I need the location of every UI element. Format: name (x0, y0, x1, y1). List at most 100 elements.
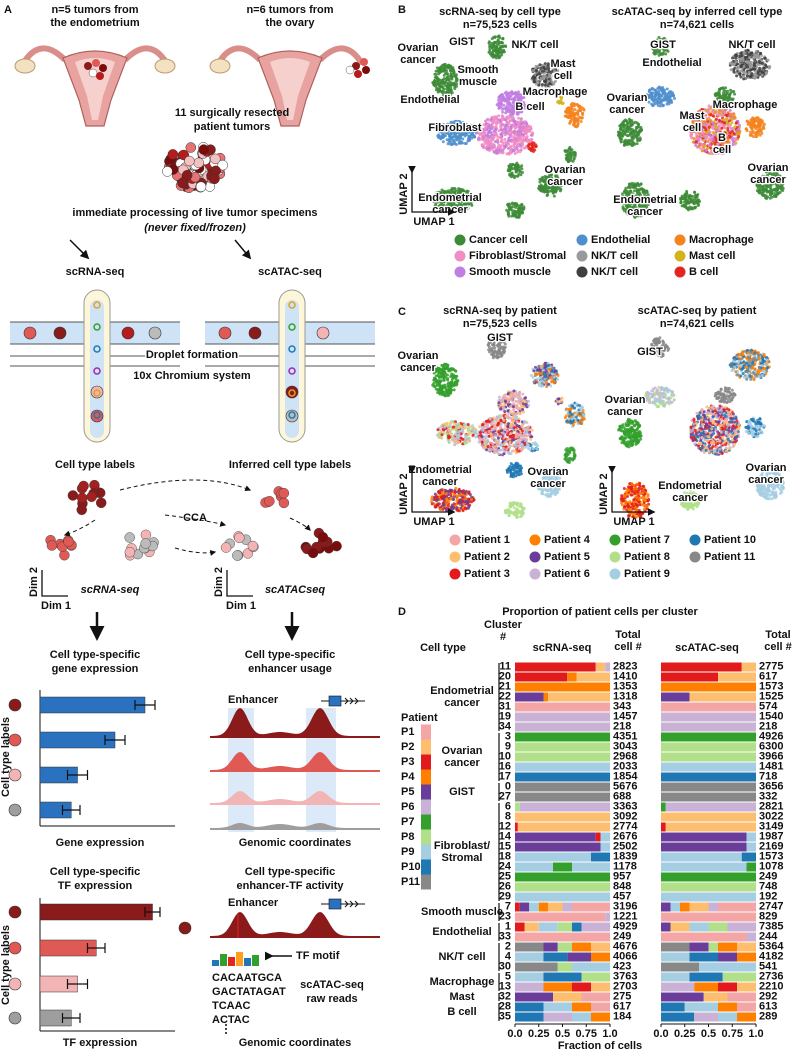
legend-label: NK/T cell (591, 266, 638, 278)
umap-point (582, 414, 585, 417)
motif-logo (252, 955, 259, 966)
umap-point (752, 135, 755, 138)
umap-point (492, 43, 495, 46)
umap-point (458, 135, 461, 138)
label: TCAAC (212, 1000, 251, 1012)
umap-point (732, 71, 735, 74)
umap-point (434, 76, 437, 79)
droplet-cell (24, 327, 36, 339)
umap-point (758, 191, 761, 194)
motif-logo (244, 958, 251, 966)
legend-label: Macrophage (689, 234, 754, 246)
cluster-label: cell (554, 70, 572, 82)
tumor-cell (210, 154, 220, 164)
umap-point (502, 151, 505, 154)
umap-point (707, 107, 710, 110)
legend-label: B cell (689, 266, 718, 278)
cell (87, 492, 97, 502)
umap-point (640, 182, 643, 185)
cell (59, 550, 69, 560)
umap-point (633, 189, 636, 192)
umap-point (690, 199, 693, 202)
umap-point (512, 408, 515, 411)
umap-point (548, 75, 551, 78)
umap-point (557, 374, 560, 377)
umap-point (758, 73, 761, 76)
umap-point (571, 420, 574, 423)
umap-point (737, 135, 740, 138)
umap-point (624, 119, 627, 122)
umap-point (569, 106, 572, 109)
umap-point (457, 187, 460, 190)
umap-point (755, 135, 758, 138)
umap-point (771, 196, 774, 199)
umap-point (726, 90, 729, 93)
umap-point (446, 66, 449, 69)
umap-point (712, 131, 715, 134)
umap-point (573, 407, 576, 410)
umap-point (445, 72, 448, 75)
ellipsis (225, 1032, 227, 1034)
umap-point (500, 140, 503, 143)
legend-label: Fibroblast/Stromal (469, 250, 566, 262)
umap-point (553, 376, 556, 379)
umap-point (511, 105, 514, 108)
umap-point (557, 398, 560, 401)
gene-box (329, 899, 341, 909)
umap-point (712, 122, 715, 125)
umap-point (522, 129, 525, 132)
umap-point (667, 92, 670, 95)
umap-point (658, 90, 661, 93)
label: scATAC-seq by patient (638, 305, 757, 317)
umap-point (563, 149, 566, 152)
umap-point (517, 204, 520, 207)
umap-point (766, 191, 769, 194)
umap-point (520, 208, 523, 211)
umap-point (438, 368, 441, 371)
umap-point (770, 192, 773, 195)
umap-point (725, 93, 728, 96)
umap-point (497, 141, 500, 144)
umap-point (460, 140, 463, 143)
umap-point (662, 52, 665, 55)
umap-point (508, 173, 511, 176)
umap-point (505, 124, 508, 127)
umap-point (707, 140, 710, 143)
umap-point (513, 136, 516, 139)
label: Dim 2 (28, 567, 40, 597)
umap-point (477, 137, 480, 140)
umap-point (532, 75, 535, 78)
umap-point (496, 138, 499, 141)
legend-swatch (675, 235, 686, 246)
umap-point (502, 348, 505, 351)
umap-point (685, 203, 688, 206)
row-marker (9, 804, 21, 816)
umap-point (554, 369, 557, 372)
umap-point (557, 402, 560, 405)
umap-point (693, 191, 696, 194)
tumor-cell (196, 182, 206, 192)
umap-point (575, 411, 578, 414)
bar (40, 732, 115, 748)
umap-point (697, 145, 700, 148)
label: scRNA-seq (81, 584, 140, 596)
umap-point (514, 214, 517, 217)
umap-point (650, 98, 653, 101)
umap-point (489, 124, 492, 127)
row-marker (9, 699, 21, 711)
umap-point (764, 64, 767, 67)
umap-point (516, 96, 519, 99)
umap-point (552, 380, 555, 383)
umap-point (449, 84, 452, 87)
umap-point (559, 188, 562, 191)
cell (68, 490, 78, 500)
umap-point (558, 100, 561, 103)
legend-label: Cancer cell (469, 234, 528, 246)
umap-point (631, 128, 634, 131)
umap-point (539, 79, 542, 82)
umap-point (509, 410, 512, 413)
umap-point (702, 135, 705, 138)
tumor-cell (186, 143, 196, 153)
umap-point (508, 168, 511, 171)
umap-point (705, 135, 708, 138)
